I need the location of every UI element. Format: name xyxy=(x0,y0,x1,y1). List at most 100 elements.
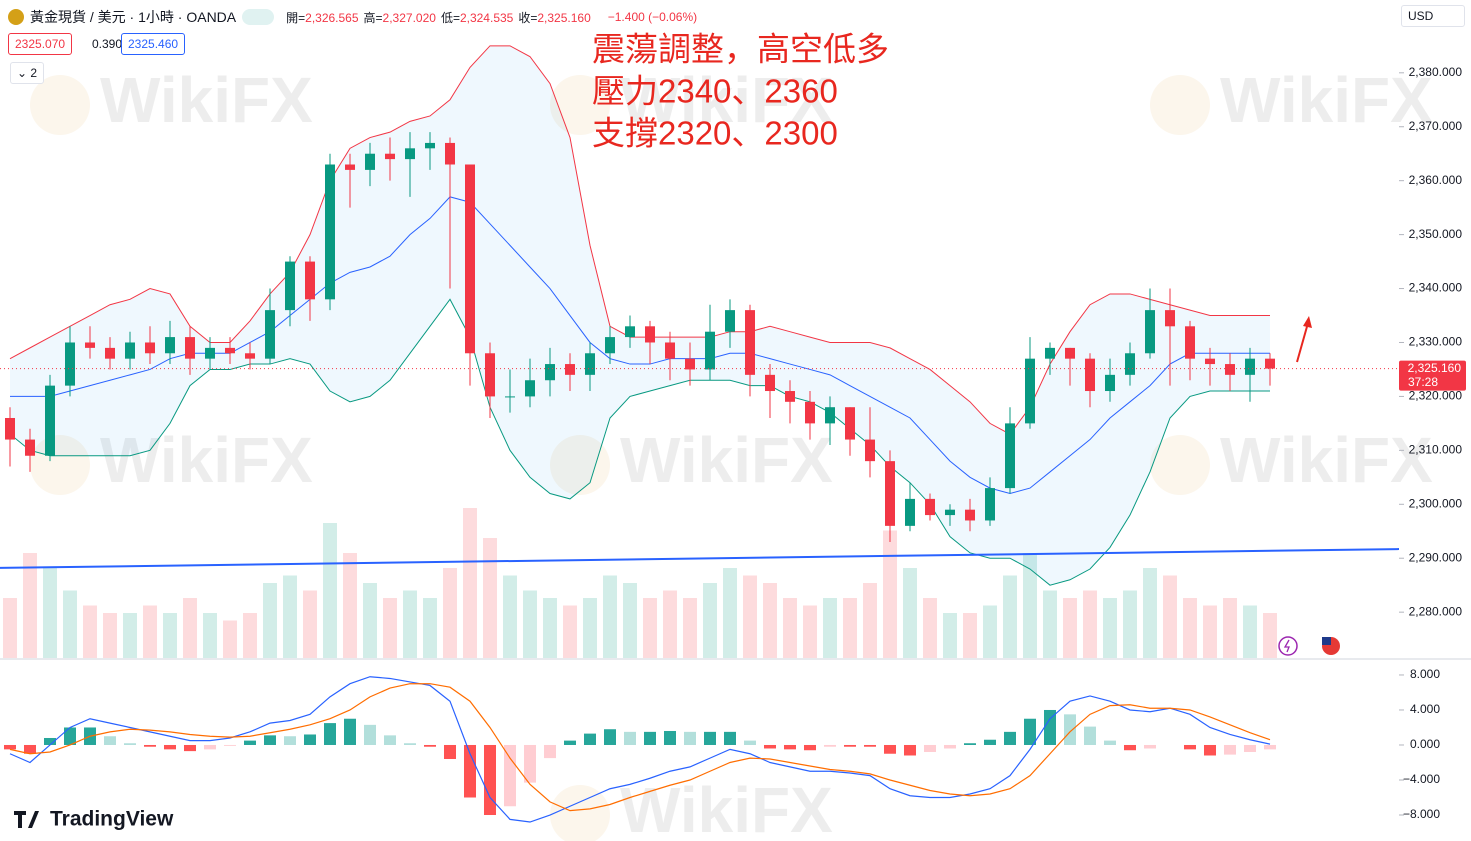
macd-histogram-bar xyxy=(344,718,356,745)
brand-name: TradingView xyxy=(50,808,174,831)
volume-bar xyxy=(343,553,357,658)
macd-histogram-bar xyxy=(64,727,76,745)
volume-bar xyxy=(323,523,337,658)
macd-histogram-bar xyxy=(284,736,296,745)
y-tick-label: 2,380.000 xyxy=(1409,65,1463,79)
macd-histogram-bar xyxy=(1104,740,1116,745)
watermark: WikiFX xyxy=(620,774,833,841)
volume-bar xyxy=(663,590,677,658)
y-tick-label: 2,300.000 xyxy=(1409,496,1463,510)
annotation: 支撐2320、2300 xyxy=(592,115,838,152)
ask[interactable]: 2325.460 xyxy=(121,33,186,55)
volume-bar xyxy=(403,590,417,658)
candle-body xyxy=(405,148,415,160)
y-tick-label: 4.000 xyxy=(1410,702,1440,716)
volume-bar xyxy=(183,598,197,658)
volume-bar xyxy=(1063,598,1077,658)
macd-histogram-bar xyxy=(864,744,876,747)
last-price-label: 2,325.160 xyxy=(1408,361,1462,375)
watermark: WikiFX xyxy=(1220,64,1433,136)
macd-line xyxy=(9,676,1271,823)
bid[interactable]: 2325.070 xyxy=(8,33,73,55)
candle-body xyxy=(125,342,135,359)
candle-body xyxy=(825,407,835,424)
y-tick-label: −4.000 xyxy=(1403,772,1440,786)
currency[interactable]: USD xyxy=(1401,5,1465,27)
volume-bar xyxy=(443,568,457,658)
volume-bar xyxy=(683,598,697,658)
macd-histogram-bar xyxy=(164,744,176,750)
indicators-toggle[interactable]: ⌄ 2 xyxy=(10,62,45,84)
macd-histogram-bar xyxy=(684,731,696,745)
volume-bar xyxy=(1083,590,1097,658)
macd-histogram-bar xyxy=(1124,744,1136,751)
macd-histogram-bar xyxy=(724,731,736,745)
volume-bar xyxy=(1103,598,1117,658)
candle-body xyxy=(545,364,555,381)
volume-bar xyxy=(943,613,957,658)
y-tick-label: 2,350.000 xyxy=(1409,227,1463,241)
candle-body xyxy=(505,396,515,398)
arrow-line xyxy=(1296,322,1309,363)
volume-bar xyxy=(1183,598,1197,658)
indicator-count: 2 xyxy=(30,66,38,80)
macd-histogram-bar xyxy=(644,731,656,745)
volume-bar xyxy=(523,590,537,658)
candle-body xyxy=(925,498,935,516)
volume-bar xyxy=(1263,613,1277,658)
symbol[interactable]: 黃金現貨 / 美元 · 1小時 · OANDA xyxy=(30,9,237,25)
watermark-logo xyxy=(550,785,610,841)
events-icon[interactable] xyxy=(1278,636,1298,656)
candle-body xyxy=(985,488,995,521)
candle-body xyxy=(1065,347,1075,359)
macd-histogram-bar xyxy=(1064,714,1076,745)
candle-body xyxy=(1005,423,1015,489)
events-icon-bolt xyxy=(1283,639,1290,653)
volume-bar xyxy=(23,553,37,658)
macd-histogram-bar xyxy=(924,744,936,752)
macd-histogram-bar xyxy=(824,744,836,747)
candle-body xyxy=(1245,358,1255,375)
volume-bar xyxy=(823,598,837,658)
candle-body xyxy=(965,509,975,521)
y-tick-label: 2,310.000 xyxy=(1409,443,1463,457)
volume-bar xyxy=(463,508,477,658)
volume-bar xyxy=(703,583,717,658)
band-middle xyxy=(10,196,1270,495)
macd-histogram-bar xyxy=(964,743,976,745)
macd-histogram-bar xyxy=(544,744,556,759)
ohlc: 開=2,326.565 高=2,327.020 低=2,324.535 收=2,325… xyxy=(286,9,596,26)
macd-histogram-bar xyxy=(884,744,896,754)
trendline xyxy=(0,548,1400,569)
volume-bar xyxy=(763,583,777,658)
volume-bar xyxy=(163,613,177,658)
candle-body xyxy=(1085,358,1095,392)
volume-bar xyxy=(963,613,977,658)
status-icons[interactable] xyxy=(242,9,275,25)
volume-bar xyxy=(83,605,97,658)
macd-histogram-bar xyxy=(204,744,216,750)
macd-histogram-bar xyxy=(184,744,196,752)
candle-body xyxy=(485,353,495,397)
candle-body xyxy=(25,439,35,456)
candle-body xyxy=(705,331,715,370)
volume-bar xyxy=(243,613,257,658)
volume-bar xyxy=(503,575,517,658)
candle-body xyxy=(305,261,315,300)
y-tick-label: 2,360.000 xyxy=(1409,173,1463,187)
spread: 0.390 xyxy=(86,34,129,54)
volume-bar xyxy=(103,613,117,658)
candle-body xyxy=(525,380,535,397)
macd-histogram-bar xyxy=(264,735,276,745)
volume-bar xyxy=(63,590,77,658)
watermark: WikiFX xyxy=(620,424,833,496)
macd-histogram-bar xyxy=(1224,744,1236,755)
macd-histogram-bar xyxy=(124,743,136,745)
volume-bar xyxy=(583,598,597,658)
ohlc-value: 2,326.565 xyxy=(305,10,359,25)
candle-body xyxy=(265,310,275,359)
candle-body xyxy=(905,498,915,526)
candle-body xyxy=(885,461,895,526)
macd-histogram-bar xyxy=(584,733,596,745)
volume-bar xyxy=(563,605,577,658)
